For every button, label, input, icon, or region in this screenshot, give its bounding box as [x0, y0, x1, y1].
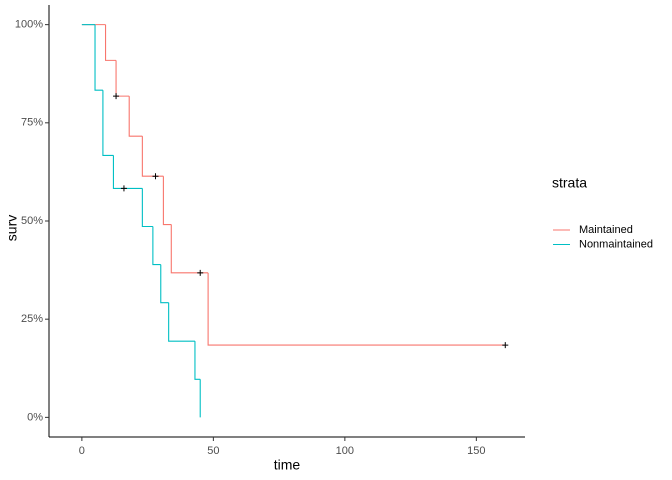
step-segment [141, 136, 164, 177]
censor-mark [502, 342, 509, 349]
step-segment [168, 302, 195, 342]
censor-mark [197, 269, 204, 276]
x-tick-label: 0 [79, 445, 85, 457]
legend-label: Nonmaintained [579, 238, 653, 250]
step-segment [94, 24, 103, 91]
y-tick-label: 75% [21, 117, 43, 129]
step-segment [104, 24, 117, 61]
step-segment [207, 272, 506, 346]
step-segment [112, 155, 143, 189]
y-tick-label: 100% [15, 19, 43, 31]
legend-title: strata [552, 175, 587, 191]
step-segment [115, 60, 130, 97]
censor-mark [152, 173, 159, 180]
step-segment [102, 90, 114, 156]
y-axis-title: surv [4, 215, 20, 241]
step-segment [160, 264, 169, 304]
y-tick-label: 25% [21, 313, 43, 325]
x-axis-title: time [274, 457, 301, 473]
step-segment [128, 96, 143, 137]
y-tick-label: 0% [27, 411, 43, 423]
x-tick-label: 150 [467, 445, 485, 457]
x-tick-label: 50 [207, 445, 219, 457]
step-segment [152, 226, 161, 266]
step-segment [194, 341, 201, 380]
y-tick-label: 50% [21, 215, 43, 227]
censor-mark [120, 185, 127, 192]
step-segment [162, 176, 172, 226]
step-segment [170, 224, 209, 274]
censor-mark [113, 93, 120, 100]
legend-label: Maintained [579, 224, 633, 236]
x-tick-label: 100 [336, 445, 354, 457]
step-segment [141, 188, 153, 228]
